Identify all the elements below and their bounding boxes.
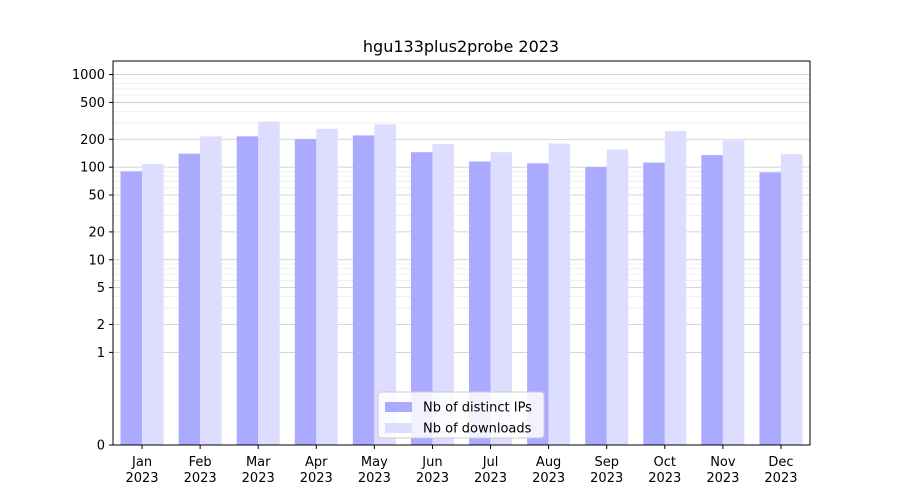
x-tick-label: Oct 2023 — [648, 455, 681, 486]
x-tick-label: Jul 2023 — [474, 455, 507, 486]
bar-downloads — [142, 164, 164, 445]
x-tick-label: Sep 2023 — [590, 455, 623, 486]
bars — [120, 121, 803, 446]
x-tick-label: May 2023 — [358, 455, 391, 486]
bar-distinct-ips — [294, 139, 317, 445]
y-tick-label: 2 — [97, 318, 105, 333]
bar-distinct-ips — [178, 153, 201, 446]
chart-title: hgu133plus2probe 2023 — [363, 37, 559, 56]
y-tick-label: 1 — [97, 346, 105, 361]
bar-distinct-ips — [410, 152, 433, 445]
bar-downloads — [780, 154, 803, 445]
bar-downloads — [606, 149, 629, 446]
bar-distinct-ips — [469, 161, 491, 445]
y-tick-label: 1000 — [72, 68, 105, 83]
x-tick-label: Dec 2023 — [764, 455, 797, 486]
y-tick-label: 10 — [88, 253, 105, 268]
bar-downloads — [432, 143, 454, 445]
y-tick-label: 20 — [88, 225, 105, 240]
x-tick-label: Apr 2023 — [300, 455, 333, 486]
legend-box — [377, 391, 545, 439]
bar-distinct-ips — [701, 155, 723, 445]
bar-downloads — [374, 124, 396, 445]
legend-swatch — [385, 423, 412, 433]
y-tick-label: 200 — [80, 133, 105, 148]
bar-distinct-ips — [759, 172, 781, 445]
bar-distinct-ips — [585, 167, 607, 446]
y-tick-label: 0 — [97, 439, 105, 454]
x-tick-label: Mar 2023 — [242, 455, 275, 486]
x-tick-label: Jun 2023 — [416, 455, 449, 486]
legend: Nb of distinct IPs Nb of downloads — [377, 391, 545, 439]
legend-swatch — [385, 402, 412, 412]
legend-label: Nb of downloads — [423, 422, 532, 437]
plot-frame — [112, 60, 811, 446]
bar-downloads — [548, 143, 571, 446]
x-tick-label: Nov 2023 — [706, 455, 739, 486]
bar-downloads — [316, 128, 338, 445]
x-tick-label: Aug 2023 — [532, 455, 565, 486]
bar-downloads — [258, 121, 280, 446]
bar-distinct-ips — [643, 162, 665, 446]
bar-distinct-ips — [527, 163, 549, 445]
bar-downloads — [722, 140, 745, 446]
legend-label: Nb of distinct IPs — [423, 401, 532, 416]
bar-distinct-ips — [236, 136, 259, 446]
grid-lines — [113, 74, 810, 446]
y-tick-label: 100 — [80, 161, 105, 176]
y-tick-label: 50 — [88, 189, 105, 204]
bar-distinct-ips — [352, 135, 375, 445]
axes: 0 1 2 5 10 20 50 100 200 500 1000 Jan 2023 Feb 2023 Mar… — [72, 60, 811, 486]
y-tick-label: 500 — [80, 96, 105, 111]
x-tick-label: Jan 2023 — [125, 455, 158, 486]
bar-downloads — [664, 131, 687, 446]
x-tick-label: Feb 2023 — [184, 455, 217, 486]
bar-downloads — [200, 136, 222, 446]
y-tick-label: 5 — [97, 281, 105, 296]
bar-downloads — [490, 152, 513, 445]
bar-distinct-ips — [120, 171, 143, 445]
